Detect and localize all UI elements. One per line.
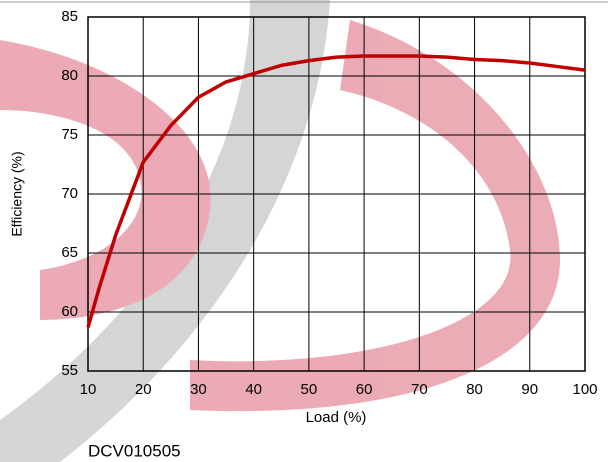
x-tick-label: 40: [245, 381, 262, 398]
y-axis-label: Efficiency (%): [9, 151, 25, 236]
efficiency-line: [86, 54, 586, 328]
y-tick-label: 55: [61, 362, 78, 379]
x-tick-label: 70: [411, 381, 428, 398]
y-tick-label: 80: [61, 67, 78, 84]
y-tick-label: 65: [61, 244, 78, 261]
x-tick-label: 50: [301, 381, 318, 398]
x-tick-label: 30: [190, 381, 207, 398]
y-tick-label: 60: [61, 303, 78, 320]
x-tick-label: 80: [466, 381, 483, 398]
x-axis-label: Load (%): [306, 409, 367, 426]
x-tick-label: 10: [80, 381, 97, 398]
y-tick-label: 75: [61, 126, 78, 143]
footnote: DCV010505: [88, 441, 181, 460]
watermark: [0, 0, 560, 462]
y-tick-label: 85: [61, 8, 78, 25]
x-tick-label: 90: [521, 381, 538, 398]
x-tick-label: 60: [356, 381, 373, 398]
x-tick-label: 100: [572, 381, 597, 398]
x-tick-label: 20: [135, 381, 152, 398]
y-tick-label: 70: [61, 185, 78, 202]
